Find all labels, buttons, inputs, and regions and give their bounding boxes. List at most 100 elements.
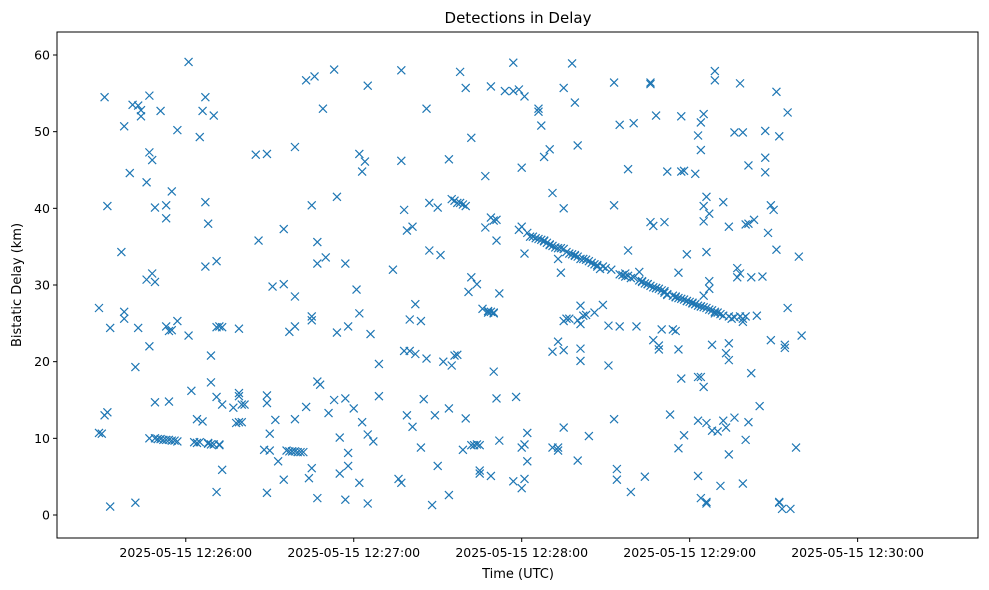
data-point — [265, 446, 275, 456]
data-point — [668, 291, 678, 301]
data-point — [707, 340, 717, 350]
data-point — [161, 200, 171, 210]
data-point — [310, 72, 319, 81]
data-point — [797, 331, 807, 341]
data-point — [234, 417, 244, 427]
data-point — [475, 469, 485, 479]
data-point — [161, 213, 171, 223]
data-point — [234, 388, 244, 398]
data-point — [643, 279, 653, 289]
data-point — [702, 418, 711, 428]
data-point — [298, 447, 308, 457]
data-point — [629, 118, 639, 128]
data-point — [408, 422, 417, 432]
data-point — [206, 440, 216, 449]
data-point — [94, 303, 104, 313]
data-point — [354, 149, 364, 159]
data-point — [500, 86, 510, 96]
data-point — [536, 121, 546, 130]
data-point — [94, 428, 104, 438]
data-point — [545, 240, 555, 250]
data-point — [741, 435, 751, 445]
data-point — [696, 372, 706, 382]
data-point — [461, 201, 471, 211]
data-point — [654, 284, 664, 294]
data-point — [559, 83, 569, 93]
data-point — [102, 407, 112, 417]
data-point — [679, 430, 689, 440]
data-point — [553, 446, 563, 456]
data-point — [576, 319, 585, 329]
data-point — [668, 325, 678, 334]
data-point — [212, 392, 221, 402]
data-point — [576, 356, 585, 366]
x-tick-label: 2025-05-15 12:29:00 — [623, 545, 756, 560]
data-point — [461, 413, 471, 423]
data-point — [693, 301, 703, 311]
data-point — [674, 293, 683, 303]
data-point — [360, 157, 370, 166]
data-point — [433, 203, 443, 212]
data-point — [332, 328, 342, 337]
data-point — [494, 289, 504, 298]
data-point — [704, 276, 714, 286]
data-point — [363, 81, 373, 91]
data-point — [270, 415, 280, 425]
data-point — [119, 307, 129, 317]
data-point — [105, 323, 115, 333]
data-point — [133, 323, 143, 333]
data-point — [676, 167, 686, 176]
data-point — [240, 400, 249, 410]
data-point — [704, 209, 714, 219]
data-point — [674, 443, 683, 453]
data-point — [710, 307, 720, 317]
data-point — [559, 203, 569, 213]
data-point — [447, 194, 457, 204]
data-point — [217, 465, 227, 475]
data-point — [744, 417, 753, 427]
data-point — [623, 246, 633, 255]
y-tick-label: 0 — [42, 508, 50, 523]
data-point — [172, 316, 182, 326]
data-point — [601, 263, 611, 273]
data-point — [419, 394, 429, 404]
data-point — [702, 303, 711, 313]
data-point — [654, 344, 664, 354]
data-point — [105, 502, 115, 511]
data-point — [528, 232, 538, 242]
data-point — [735, 78, 745, 88]
data-point — [279, 475, 289, 485]
data-point — [234, 391, 244, 401]
data-point — [209, 111, 219, 120]
data-point — [489, 216, 499, 226]
y-axis-label: Bistatic Delay (km) — [10, 223, 25, 347]
data-point — [772, 87, 781, 97]
data-point — [444, 154, 454, 164]
y-tick-label: 20 — [34, 354, 50, 369]
data-point — [410, 349, 420, 359]
data-point — [690, 299, 700, 309]
data-point — [576, 301, 585, 311]
data-point — [329, 395, 339, 405]
data-point — [340, 495, 350, 505]
data-point — [646, 79, 655, 89]
data-point — [119, 121, 129, 131]
data-point — [679, 166, 689, 176]
data-point — [763, 228, 773, 238]
data-point — [590, 308, 599, 318]
data-point — [584, 256, 594, 266]
data-point — [167, 187, 177, 196]
data-point — [640, 472, 650, 482]
data-point — [534, 104, 543, 114]
data-point — [195, 132, 205, 142]
data-point — [254, 236, 263, 245]
y-tick-label: 50 — [34, 124, 50, 139]
data-point — [587, 258, 597, 268]
data-point — [438, 357, 448, 367]
data-point — [472, 279, 482, 289]
data-point — [693, 471, 703, 481]
data-point — [520, 474, 529, 484]
data-point — [262, 149, 272, 159]
y-tick-label: 10 — [34, 431, 50, 446]
